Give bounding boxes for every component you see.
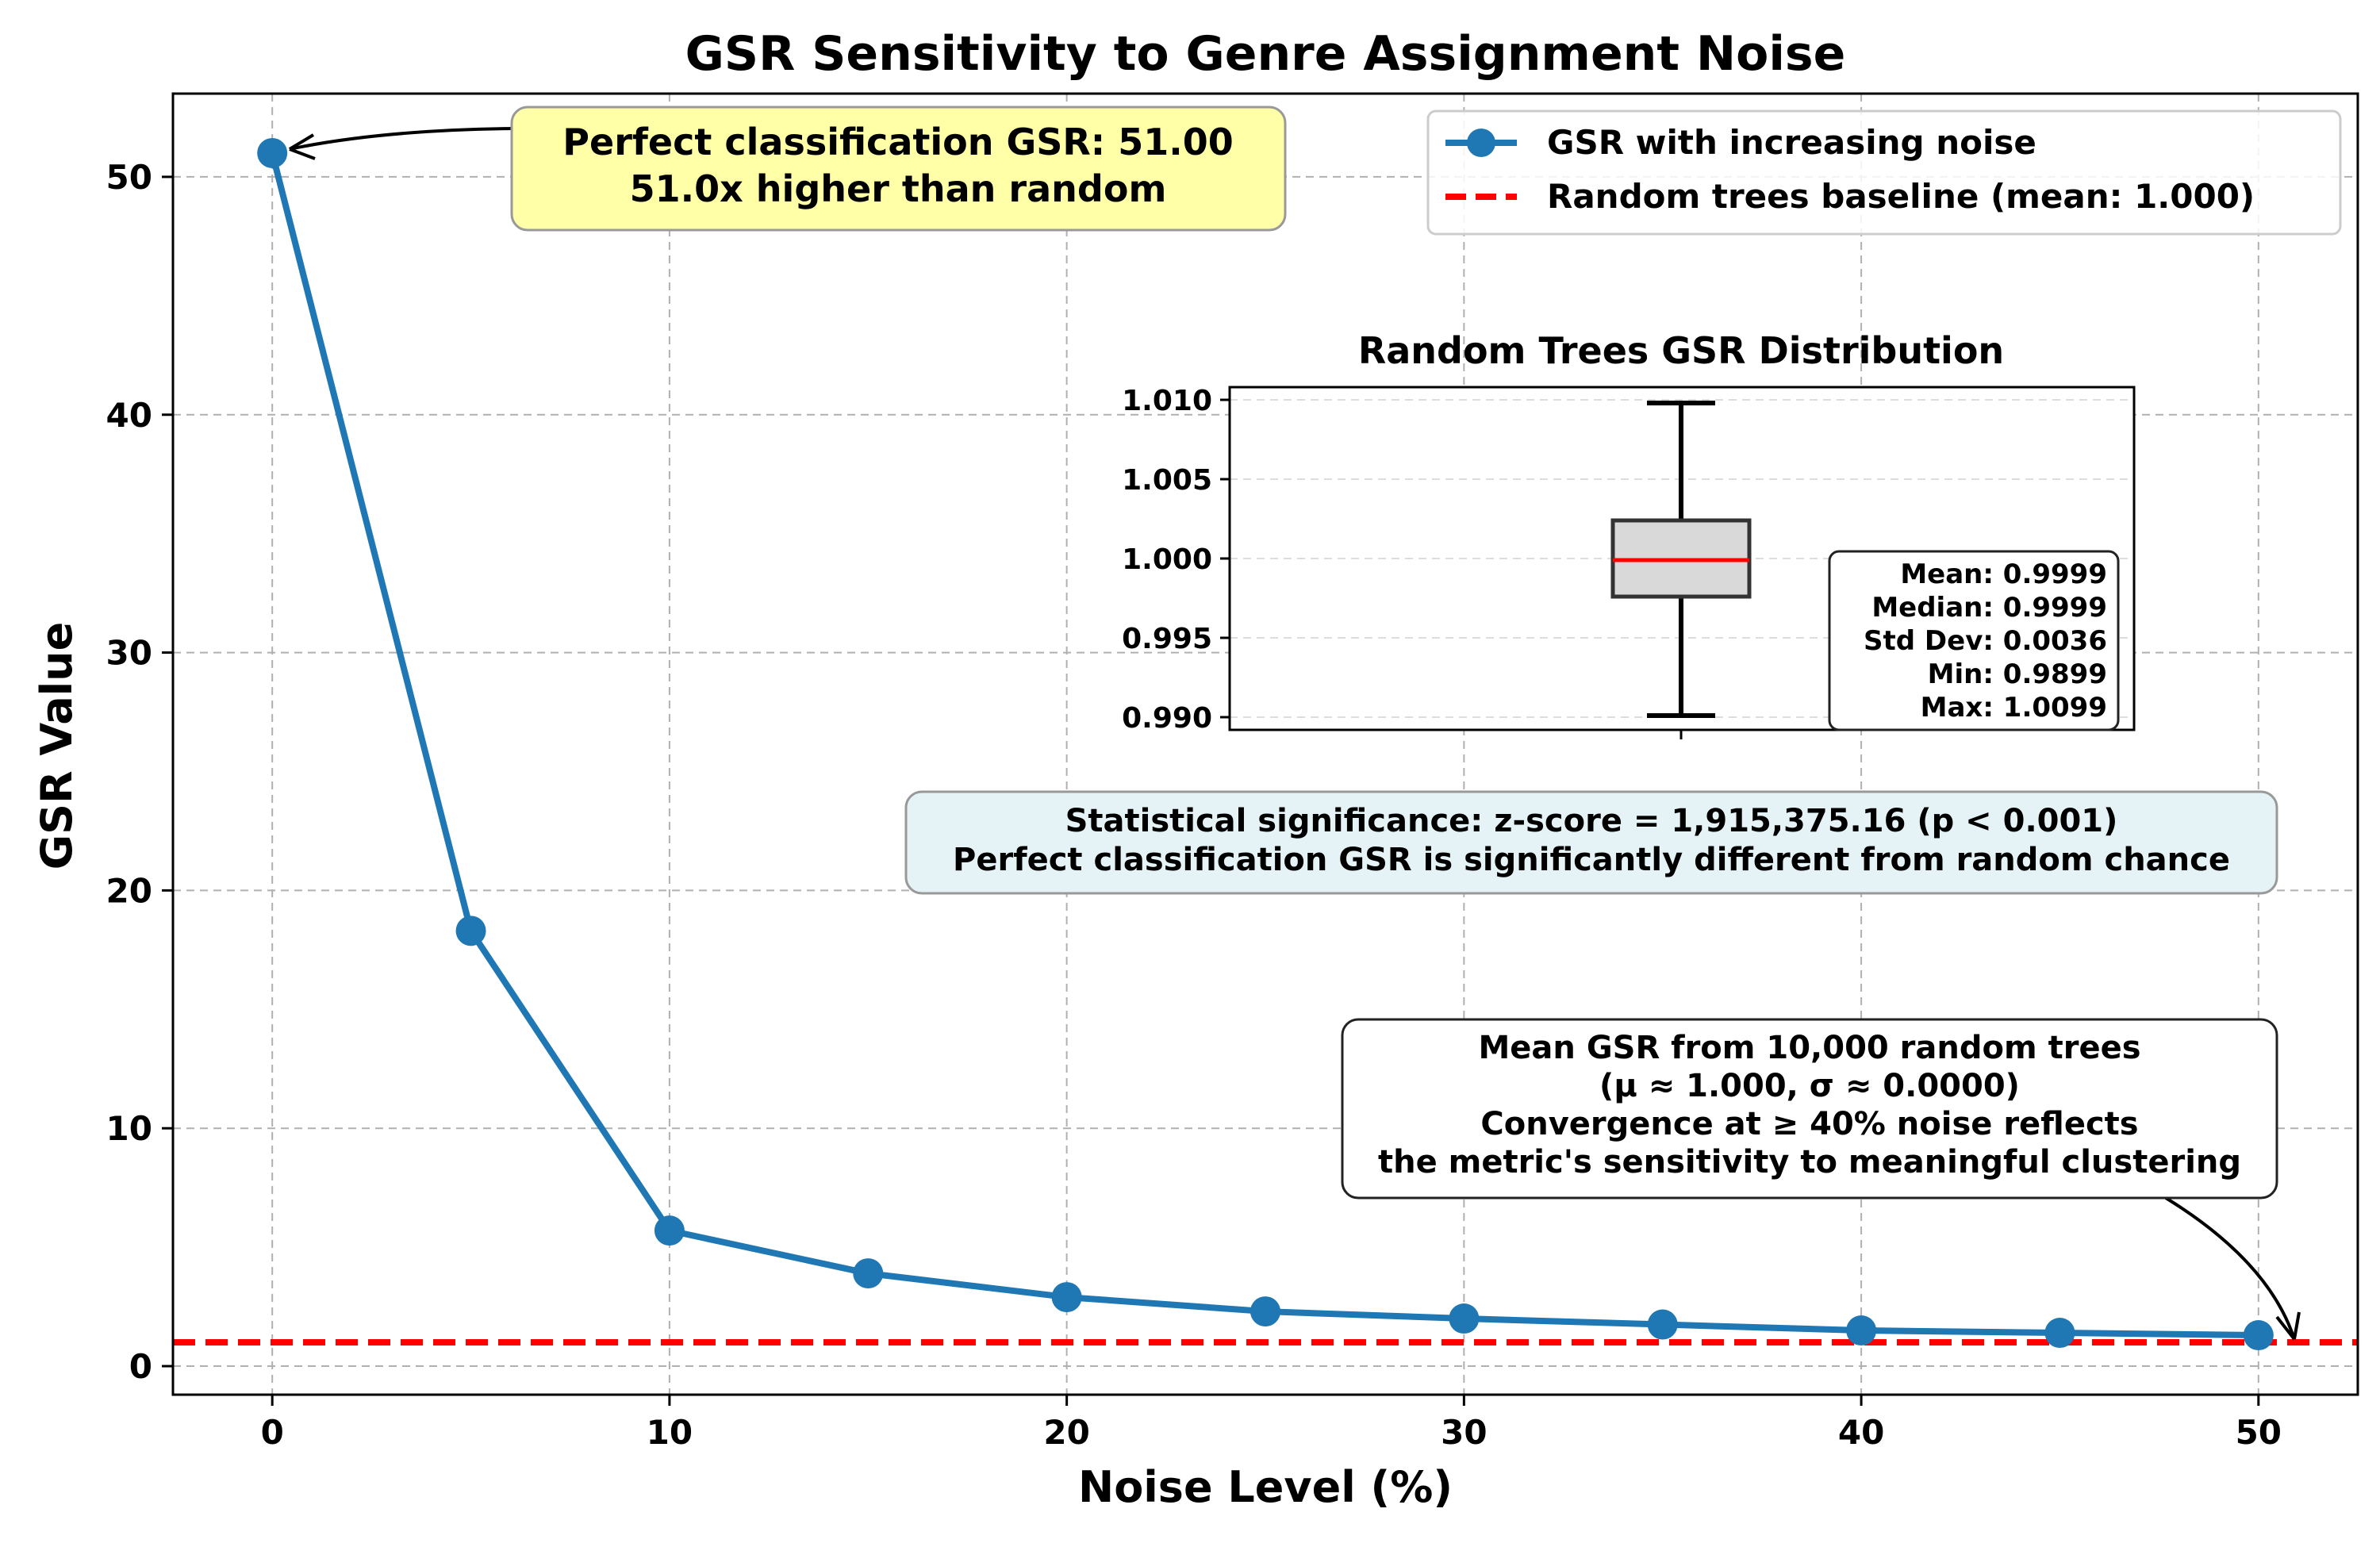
y-tick-label: 0 xyxy=(129,1347,152,1386)
data-point xyxy=(853,1258,884,1289)
annotation-arrow xyxy=(289,127,512,151)
stat-max: Max: 1.0099 xyxy=(1921,692,2107,724)
x-tick-label: 30 xyxy=(1441,1413,1487,1452)
inset-y-tick-label: 1.005 xyxy=(1122,464,1212,497)
annotation-text-line: Statistical significance: z-score = 1,91… xyxy=(1065,803,2118,839)
x-tick-label: 0 xyxy=(261,1413,284,1452)
annotation-text-line: Perfect classification GSR: 51.00 xyxy=(562,121,1233,163)
series xyxy=(257,137,2274,1351)
inset-y-tick-label: 1.000 xyxy=(1122,543,1212,576)
y-axis-label: GSR Value xyxy=(32,622,82,869)
y-tick-label: 20 xyxy=(106,871,152,910)
stats-box-frame xyxy=(1828,550,2120,731)
data-point xyxy=(1250,1296,1280,1327)
x-tick-label: 50 xyxy=(2236,1413,2282,1452)
annotation-perfect-classification: Perfect classification GSR: 51.00 51.0x … xyxy=(288,106,1287,232)
data-point xyxy=(2243,1320,2274,1351)
annotation-text-line: Perfect classification GSR is significan… xyxy=(953,842,2230,878)
stat-median: Median: 0.9999 xyxy=(1871,592,2107,624)
data-point xyxy=(1051,1282,1082,1313)
data-point xyxy=(1449,1303,1480,1334)
annotation-box xyxy=(1341,1018,2278,1200)
arrow-head xyxy=(2275,1311,2301,1341)
legend-marker-swatch xyxy=(1467,129,1495,157)
inset-chart: Random Trees GSR Distribution 0.990 0.995… xyxy=(1122,329,2136,739)
inset-stats-box: Mean: 0.9999 Median: 0.9999 Std Dev: 0.0… xyxy=(1828,550,2120,731)
plot-frame xyxy=(171,92,2359,1396)
x-tick-label: 40 xyxy=(1838,1413,1884,1452)
legend-label: GSR with increasing noise xyxy=(1547,123,2036,162)
annotation-box xyxy=(904,790,2278,895)
y-tick-label: 50 xyxy=(106,158,152,197)
inset-title: Random Trees GSR Distribution xyxy=(1358,329,2004,372)
stat-std-dev: Std Dev: 0.0036 xyxy=(1864,625,2107,657)
inset-y-tick-label: 0.990 xyxy=(1122,702,1212,735)
data-point xyxy=(455,916,486,946)
data-point xyxy=(2044,1318,2075,1349)
legend: GSR with increasing noise Random trees b… xyxy=(1426,109,2342,236)
y-tick-label: 40 xyxy=(106,396,152,435)
data-point xyxy=(654,1215,685,1246)
inset-boxplot xyxy=(1610,401,1752,718)
y-tick-label: 30 xyxy=(106,634,152,673)
annotation-text-line: Mean GSR from 10,000 random trees xyxy=(1478,1030,2140,1066)
chart-title: GSR Sensitivity to Genre Assignment Nois… xyxy=(685,26,1846,82)
axis-ticks: 0 10 20 30 40 50 0 10 20 30 40 50 xyxy=(106,158,2282,1452)
y-tick-label: 10 xyxy=(106,1109,152,1148)
inset-y-tick-label: 1.010 xyxy=(1122,385,1212,417)
annotation-text-line: the metric's sensitivity to meaningful c… xyxy=(1378,1144,2241,1180)
data-point xyxy=(257,137,288,168)
stat-min: Min: 0.9899 xyxy=(1928,658,2107,690)
inset-axis-ticks: 0.990 0.995 1.000 1.005 1.010 xyxy=(1122,385,1683,739)
arrow-head xyxy=(288,133,316,160)
legend-label: Random trees baseline (mean: 1.000) xyxy=(1547,177,2255,216)
data-point xyxy=(1647,1309,1678,1340)
stat-mean: Mean: 0.9999 xyxy=(1900,559,2107,590)
annotation-significance: Statistical significance: z-score = 1,91… xyxy=(904,790,2278,895)
data-point xyxy=(1846,1315,1877,1346)
annotation-arrow xyxy=(2164,1196,2296,1340)
annotation-box xyxy=(510,106,1287,232)
annotation-text-line: Convergence at ≥ 40% noise reflects xyxy=(1480,1106,2138,1142)
x-axis-label: Noise Level (%) xyxy=(1078,1462,1453,1512)
x-tick-label: 20 xyxy=(1043,1413,1089,1452)
annotation-random-trees: Mean GSR from 10,000 random trees (μ ≈ 1… xyxy=(1341,1018,2301,1341)
annotation-text-line: (μ ≈ 1.000, σ ≈ 0.0000) xyxy=(1599,1068,2020,1104)
legend-frame xyxy=(1426,109,2342,236)
annotation-text-line: 51.0x higher than random xyxy=(630,167,1167,210)
inset-y-tick-label: 0.995 xyxy=(1122,623,1212,655)
x-tick-label: 10 xyxy=(647,1413,693,1452)
